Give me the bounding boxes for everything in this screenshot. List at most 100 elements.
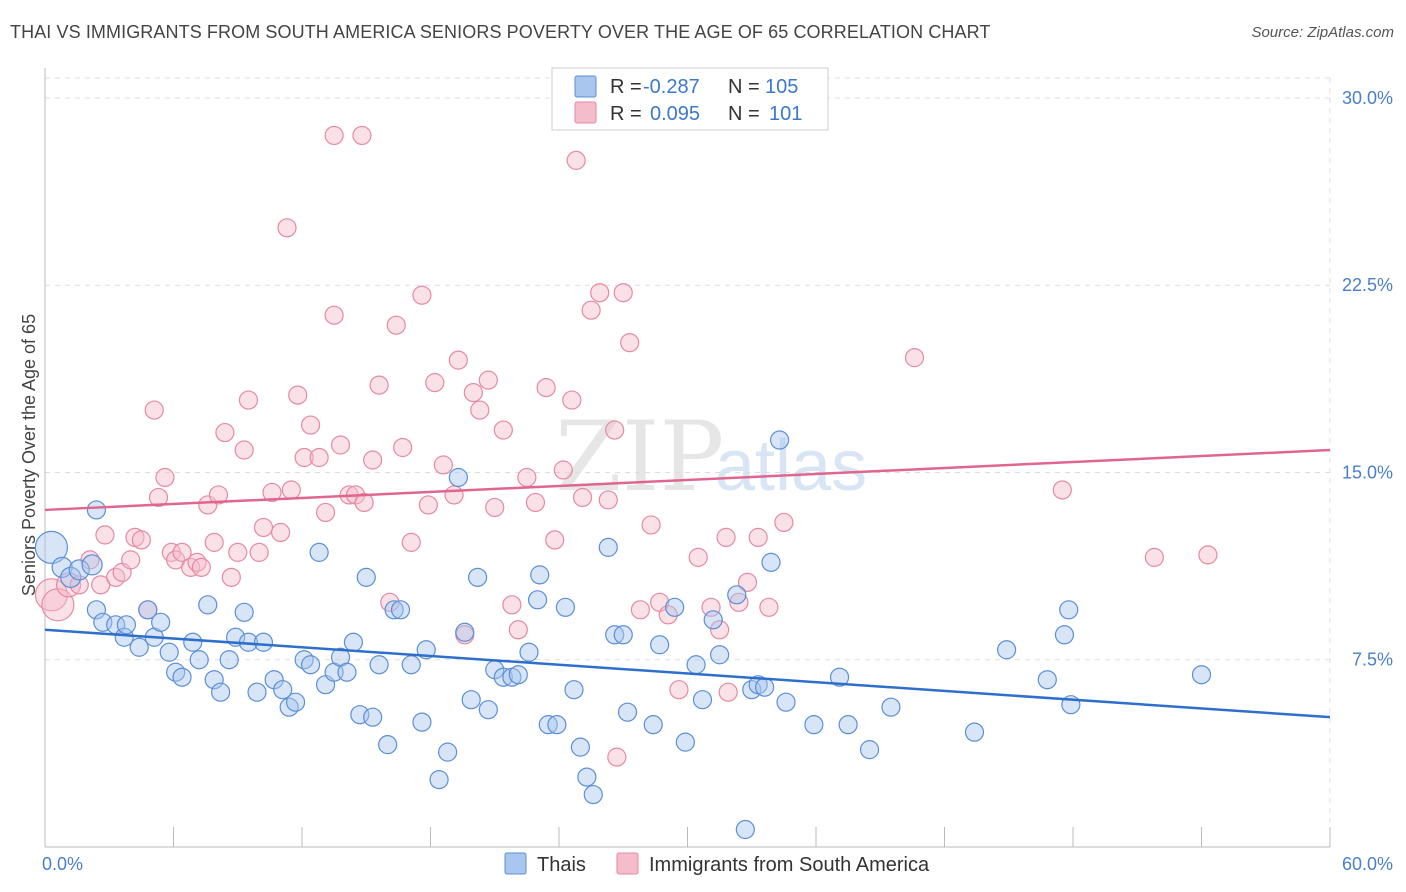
thais-point — [429, 769, 449, 790]
immigrants-point — [215, 422, 235, 443]
thais-point — [159, 642, 179, 662]
thais-point — [508, 665, 528, 685]
thais-point — [564, 680, 584, 700]
thais-point — [378, 735, 398, 755]
immigrants-point — [300, 415, 321, 435]
immigrants-point — [1144, 547, 1164, 567]
thais-point — [172, 667, 192, 687]
immigrants-point — [270, 522, 291, 543]
watermark-atlas: atlas — [715, 426, 867, 506]
thais-point — [309, 542, 329, 562]
thais-point — [279, 697, 299, 717]
immigrants-point — [759, 597, 779, 617]
immigrants-point — [701, 597, 721, 617]
immigrants-point — [748, 527, 768, 548]
y-tick-label-2: 22.5% — [1342, 275, 1393, 295]
trend-line-immigrants — [44, 448, 1331, 512]
immigrants-point — [418, 495, 438, 515]
immigrants-point — [607, 747, 627, 767]
thais-point — [116, 615, 136, 635]
immigrants-point — [181, 557, 201, 577]
thais-point — [804, 715, 824, 735]
immigrants-point — [172, 542, 192, 562]
thais-point — [81, 554, 103, 576]
immigrants-point — [658, 605, 678, 625]
thais-point — [769, 430, 790, 450]
thais-point — [530, 565, 550, 585]
immigrants-point — [234, 440, 254, 460]
thais-point — [138, 600, 158, 620]
thais-point — [151, 612, 171, 632]
thais-point — [68, 559, 90, 581]
watermark: ZIP atlas — [555, 401, 867, 513]
immigrants-point — [729, 592, 749, 612]
thais-point — [129, 637, 149, 657]
immigrants-point — [525, 492, 546, 513]
series-thais-points — [34, 430, 1212, 840]
immigrants-point — [485, 497, 505, 518]
axes: 7.5% 15.0% 22.5% 30.0% 0.0% 60.0% — [42, 68, 1393, 874]
immigrants-point — [121, 550, 141, 570]
legend-n-value-thais: 105 — [765, 76, 798, 98]
thais-point — [337, 662, 357, 682]
thais-point — [1191, 665, 1212, 685]
immigrants-point — [605, 420, 625, 440]
immigrants-point — [309, 447, 329, 468]
immigrants-point — [641, 515, 661, 535]
thais-point — [448, 467, 468, 488]
legend-n-label-thais: N = — [728, 76, 760, 98]
immigrants-point — [470, 400, 490, 420]
thais-point — [838, 715, 858, 735]
legend-swatch-thais — [574, 75, 597, 98]
immigrants-point — [590, 283, 610, 303]
immigrants-point — [444, 485, 464, 505]
immigrants-point — [1198, 545, 1218, 565]
thais-point — [776, 692, 796, 712]
thais-point — [166, 662, 186, 682]
series-immigrants-points — [34, 125, 1218, 767]
immigrants-point — [904, 348, 925, 368]
immigrants-point — [204, 532, 224, 552]
thais-point — [675, 732, 695, 752]
thais-point — [384, 600, 404, 620]
legend-r-label-immigrants: R = — [610, 103, 642, 125]
thais-point — [273, 680, 293, 700]
chart-source: Source: ZipAtlas.com — [1251, 24, 1394, 41]
immigrants-point — [774, 512, 794, 533]
immigrants-point — [669, 680, 689, 700]
immigrants-point — [281, 480, 301, 500]
immigrants-point — [34, 578, 69, 612]
thais-point — [710, 645, 730, 665]
immigrants-point — [144, 400, 164, 420]
thais-point — [343, 632, 363, 652]
bottom-legend-label-thais: Thais — [537, 854, 586, 876]
immigrants-point — [718, 682, 738, 702]
thais-point — [754, 677, 775, 697]
thais-point — [461, 690, 481, 710]
immigrants-point — [737, 572, 758, 592]
thais-point — [829, 667, 850, 687]
immigrants-point — [155, 467, 175, 488]
immigrants-point — [566, 150, 586, 170]
thais-point — [189, 650, 209, 670]
thais-point — [583, 784, 603, 805]
immigrants-point — [386, 315, 406, 335]
immigrants-point — [191, 557, 211, 577]
immigrants-point — [630, 600, 650, 620]
x-tick-label-0: 0.0% — [42, 854, 83, 874]
immigrants-point — [688, 547, 708, 567]
immigrants-point — [198, 495, 218, 515]
legend-r-label-thais: R = — [610, 76, 642, 98]
immigrants-point — [253, 517, 274, 538]
thais-point — [613, 625, 633, 645]
thais-point — [1054, 625, 1075, 645]
immigrants-point — [277, 218, 297, 238]
thais-point — [247, 682, 267, 702]
thais-point — [598, 537, 618, 557]
thais-point — [881, 697, 901, 717]
immigrants-point — [148, 487, 169, 508]
immigrants-point — [620, 333, 640, 353]
immigrants-point — [517, 467, 537, 488]
thais-point — [686, 655, 706, 675]
